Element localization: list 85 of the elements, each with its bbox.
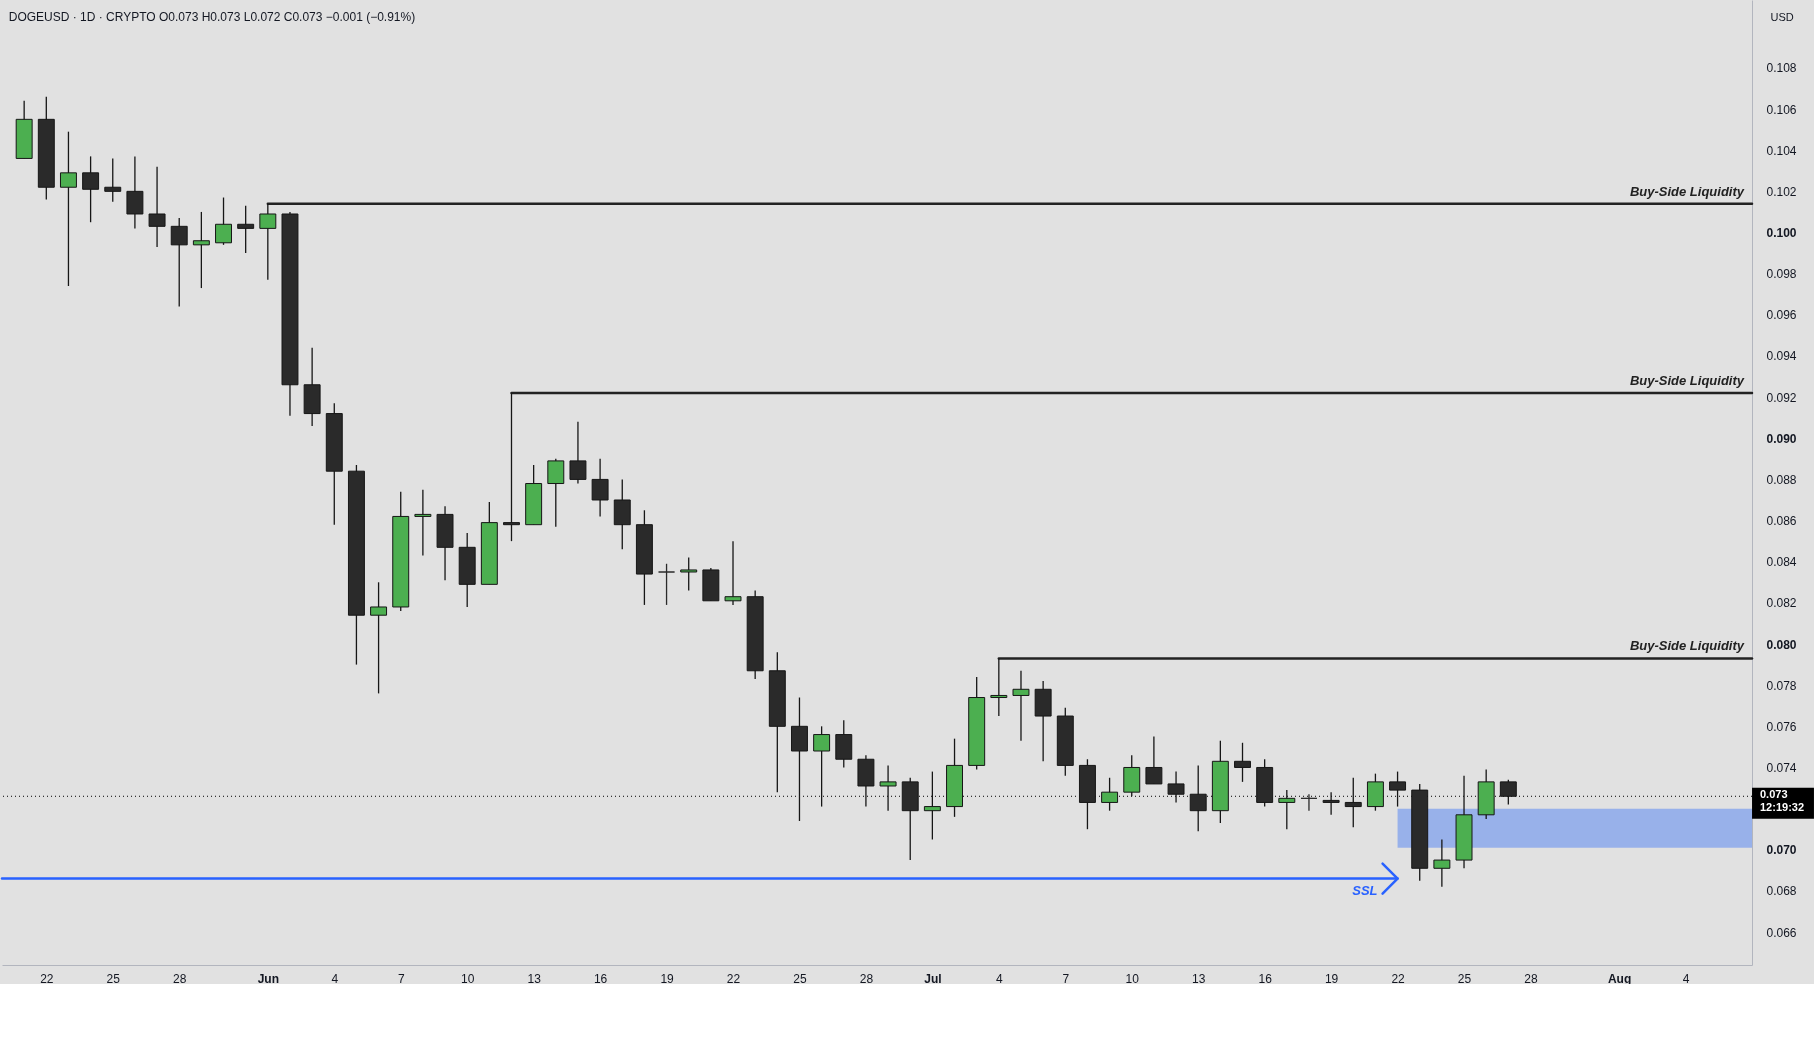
candlestick: [192, 211, 210, 289]
y-axis-title: USD: [1770, 10, 1794, 23]
y-tick-label: 0.076: [1766, 719, 1797, 734]
candlestick: [1278, 789, 1296, 830]
x-tick-label: 19: [1324, 971, 1339, 986]
y-tick-label: 0.078: [1766, 678, 1797, 693]
y-tick-label: 0.096: [1766, 308, 1797, 323]
x-tick-label: Jun: [257, 971, 279, 986]
x-tick-label: Jul: [924, 971, 942, 986]
y-tick-label: 0.084: [1766, 555, 1797, 570]
x-tick-label: 16: [1258, 971, 1273, 986]
candlestick: [1167, 770, 1185, 804]
y-tick-label: 0.100: [1766, 226, 1797, 241]
x-tick-label: 22: [726, 971, 741, 986]
x-tick-label: 19: [660, 971, 675, 986]
y-tick-label: 0.066: [1766, 925, 1797, 940]
candlestick: [1234, 742, 1251, 783]
candlestick: [1300, 793, 1318, 812]
x-tick-label: 4: [995, 971, 1003, 986]
candlestick: [1012, 670, 1030, 742]
y-tick-label: 0.086: [1766, 514, 1797, 529]
x-tick-label: 7: [1062, 971, 1070, 986]
x-tick-label: 7: [397, 971, 405, 986]
candlestick: [82, 155, 100, 223]
series-label: SSL: [1352, 882, 1378, 898]
candlestick: [547, 458, 565, 528]
candlestick: [724, 540, 742, 606]
series-label: Buy-Side Liquidity: [1629, 373, 1745, 388]
y-tick-label: 0.080: [1766, 637, 1797, 652]
candlestick: [1145, 735, 1163, 785]
x-tick-label: 4: [331, 971, 339, 986]
y-tick-label: 0.068: [1766, 884, 1797, 899]
y-tick-label: 0.106: [1766, 102, 1797, 117]
candlestick: [148, 166, 166, 248]
candlestick: [215, 196, 232, 246]
series-label: Buy-Side Liquidity: [1629, 638, 1745, 654]
candlestick: [237, 205, 255, 254]
candlestick: [1189, 764, 1207, 832]
candlestick: [1322, 791, 1340, 816]
y-tick-label: 0.098: [1766, 267, 1797, 282]
x-tick-label: 13: [527, 971, 542, 986]
candlestick: [414, 489, 432, 557]
candlestick: [1389, 770, 1407, 808]
y-tick-label: 0.094: [1766, 349, 1797, 364]
candlestick: [1499, 779, 1517, 806]
candlestick: [59, 131, 77, 287]
candlestick: [170, 217, 188, 308]
candlestick: [569, 421, 587, 485]
x-tick-label: 22: [1391, 971, 1406, 986]
candlestick: [1344, 777, 1362, 828]
candlestick: [658, 563, 676, 606]
ref-line-label: 0.073 12:19:32: [1760, 788, 1805, 814]
x-tick-label: 16: [593, 971, 608, 986]
x-tick-label: 28: [859, 971, 874, 986]
candlestick: [1433, 838, 1451, 888]
y-tick-label: 0.074: [1766, 760, 1797, 775]
x-tick-label: 10: [461, 971, 475, 986]
candlestick: [813, 725, 831, 808]
y-tick-label: 0.092: [1766, 390, 1797, 405]
y-tick-label: 0.102: [1766, 184, 1797, 199]
y-tick-label: 0.108: [1766, 61, 1797, 76]
candlestick: [126, 155, 144, 230]
candlestick: [1101, 777, 1119, 812]
candlestick: [923, 770, 941, 841]
y-tick-label: 0.082: [1766, 596, 1797, 611]
y-tick-label: 0.088: [1766, 472, 1797, 487]
x-tick-label: 25: [793, 971, 807, 986]
y-tick-label: 0.104: [1766, 143, 1797, 158]
candlestick: [104, 157, 122, 203]
x-tick-label: 13: [1192, 971, 1206, 986]
x-tick-label: 10: [1125, 971, 1140, 986]
x-tick-label: 22: [40, 971, 54, 986]
x-tick-label: 28: [1524, 971, 1538, 986]
y-tick-label: 0.090: [1766, 431, 1797, 446]
text: DOGEUSD · 1D · CRYPTO O0.073 H0.073 L0.072 C0.073 −0.001 (−0.91%): [8, 10, 416, 24]
x-tick-label: 25: [1457, 971, 1472, 986]
candlestick: [370, 581, 388, 695]
x-tick-label: 25: [106, 971, 121, 986]
candlestick: [591, 458, 609, 518]
x-tick-label: 4: [1682, 971, 1690, 986]
candlestick: [879, 764, 897, 812]
x-tick-label: 28: [173, 971, 187, 986]
y-tick-label: 0.070: [1766, 843, 1797, 858]
series-label: Buy-Side Liquidity: [1629, 183, 1745, 199]
candlestick: [680, 556, 698, 592]
